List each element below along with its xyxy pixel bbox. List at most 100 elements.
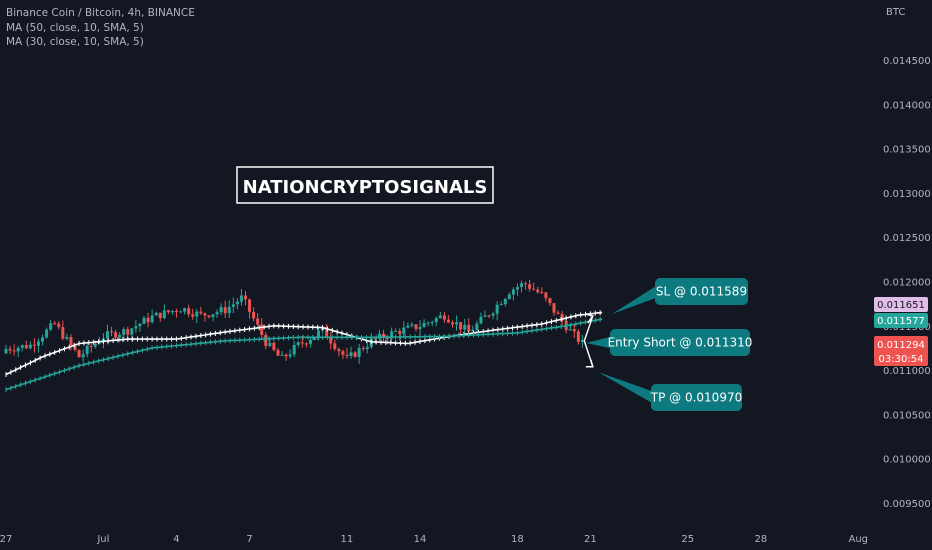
- time-tick: 4: [173, 534, 179, 545]
- candle-body: [223, 307, 227, 314]
- candle-body: [459, 322, 463, 330]
- candle-body: [333, 343, 337, 350]
- candle-body: [219, 307, 223, 313]
- candle-body: [235, 301, 239, 305]
- candle-body: [280, 354, 284, 356]
- candle-body: [174, 310, 178, 312]
- candle-body: [276, 349, 280, 356]
- candle-body: [451, 322, 455, 325]
- candle-body: [552, 303, 556, 313]
- candle-body: [536, 289, 540, 293]
- candle-body: [138, 323, 142, 327]
- candle-body: [134, 326, 138, 329]
- candle-body: [4, 348, 8, 354]
- candle-body: [256, 318, 260, 325]
- candle-body: [520, 283, 524, 288]
- candle-body: [20, 345, 24, 348]
- candle-body: [410, 324, 414, 326]
- candle-body: [463, 324, 467, 330]
- candle-body: [495, 304, 499, 314]
- candle-body: [142, 317, 146, 324]
- candle-body: [503, 298, 507, 305]
- candle-body: [268, 342, 272, 347]
- entry-label-box: [610, 329, 750, 356]
- watermark-box: [236, 166, 494, 204]
- sl-arrow: [583, 315, 594, 342]
- candle-body: [36, 341, 40, 346]
- candle-body: [248, 299, 252, 312]
- last-price-value: 0.011294: [877, 340, 925, 351]
- candle-body: [317, 330, 321, 337]
- candle-body: [158, 312, 162, 319]
- candle-body: [568, 329, 572, 331]
- candle-body: [81, 354, 85, 358]
- candle-body: [215, 312, 219, 315]
- last-price-badge: 0.011294 03:30:54: [874, 336, 928, 366]
- candle-body: [406, 325, 410, 328]
- candle-body: [130, 328, 134, 335]
- ma1-badge: 0.011651: [874, 297, 928, 312]
- ma50-legend[interactable]: MA (50, close, 10, SMA, 5): [6, 21, 144, 34]
- time-tick: Jul: [96, 534, 109, 545]
- candle-body: [345, 354, 349, 356]
- candle-body: [162, 310, 166, 319]
- candle-body: [540, 292, 544, 294]
- tp-label[interactable]: TP @ 0.010970: [598, 372, 742, 411]
- candle-body: [422, 322, 426, 328]
- candle-body: [110, 331, 114, 333]
- candle-body: [272, 342, 276, 350]
- candle-body: [146, 317, 150, 323]
- price-tick: 0.014000: [883, 100, 931, 111]
- candle-body: [394, 331, 398, 333]
- candle-body: [195, 311, 199, 317]
- candle-body: [357, 348, 361, 357]
- candle-body: [304, 343, 308, 345]
- candle-body: [105, 331, 109, 339]
- candle-body: [455, 322, 459, 325]
- time-tick: 14: [414, 534, 427, 545]
- candle-body: [114, 332, 118, 338]
- time-tick: 21: [584, 534, 597, 545]
- ma30-legend[interactable]: MA (30, close, 10, SMA, 5): [6, 36, 144, 48]
- sl-label-box: [655, 278, 748, 305]
- sl-label[interactable]: SL @ 0.011589: [612, 278, 748, 314]
- trade-labels[interactable]: SL @ 0.011589 Entry Short @ 0.011310 TP @ …: [586, 278, 752, 411]
- entry-label[interactable]: Entry Short @ 0.011310: [586, 329, 752, 356]
- candle-body: [528, 284, 532, 289]
- candle-body: [414, 324, 418, 330]
- time-axis[interactable]: 27 Jul 4 7 11 14 18 21 25 28 Aug: [0, 534, 868, 545]
- price-tick: 0.010000: [883, 455, 931, 466]
- candle-body: [487, 315, 491, 317]
- candle-body: [446, 319, 450, 323]
- price-tick: 0.012000: [883, 278, 931, 289]
- price-tick: 0.011000: [883, 366, 931, 377]
- candle-body: [377, 333, 381, 339]
- time-tick: Aug: [848, 534, 868, 545]
- candle-body: [264, 334, 268, 347]
- candle-body: [199, 311, 203, 314]
- candle-body: [179, 311, 183, 313]
- candle-body: [118, 334, 122, 338]
- bar-countdown: 03:30:54: [879, 354, 924, 365]
- candle-body: [426, 322, 430, 324]
- candle-body: [386, 337, 390, 339]
- candle-body: [288, 354, 292, 357]
- candle-body: [524, 283, 528, 285]
- candle-body: [471, 329, 475, 332]
- ma30-line: [5, 316, 603, 393]
- candle-body: [150, 315, 154, 323]
- price-tick: 0.014500: [883, 56, 931, 67]
- candle-body: [28, 344, 32, 349]
- sl-label-pointer: [612, 285, 657, 314]
- candle-body: [467, 324, 471, 332]
- candle-body: [296, 342, 300, 346]
- time-tick: 11: [341, 534, 354, 545]
- candle-body: [93, 343, 97, 347]
- candle-body: [211, 314, 215, 318]
- symbol-title[interactable]: Binance Coin / Bitcoin, 4h, BINANCE: [6, 7, 195, 19]
- candle-body: [515, 287, 519, 290]
- candle-body: [243, 295, 247, 300]
- candle-body: [479, 316, 483, 324]
- candle-body: [365, 346, 369, 349]
